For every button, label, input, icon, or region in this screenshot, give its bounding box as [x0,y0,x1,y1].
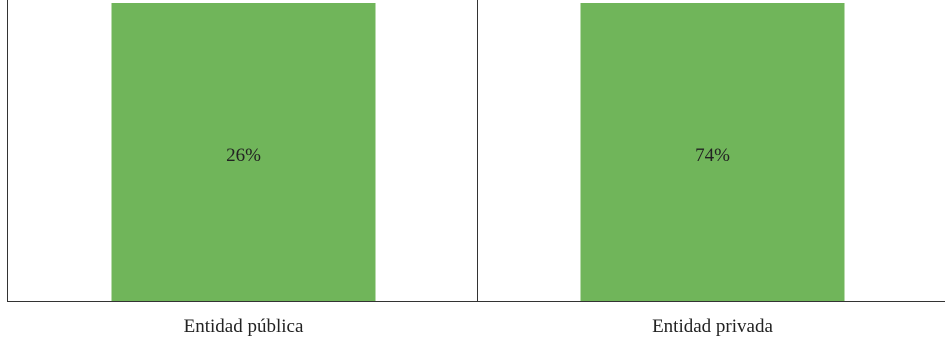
bar-2 [580,3,845,301]
category-label-1: Entidad pública [184,316,304,337]
labels-group: 26% Entidad pública 74% Entidad privada [184,145,774,337]
bar-value-label-1: 26% [226,145,261,166]
axes-group [7,0,945,302]
bars-group [111,3,845,301]
category-label-2: Entidad privada [652,316,773,337]
bar-1 [111,3,376,301]
bar-value-label-2: 74% [695,145,730,166]
